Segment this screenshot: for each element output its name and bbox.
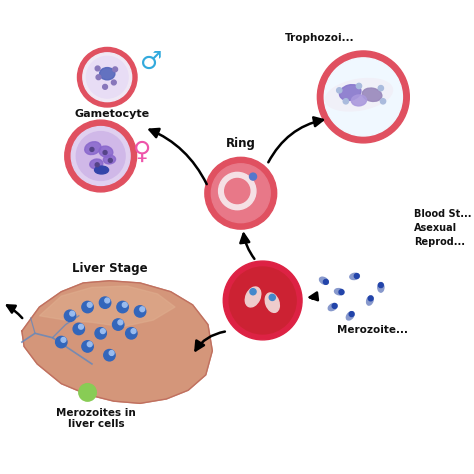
Circle shape: [103, 151, 107, 155]
Ellipse shape: [378, 283, 384, 292]
Ellipse shape: [351, 95, 366, 106]
Circle shape: [318, 51, 410, 143]
FancyArrowPatch shape: [150, 129, 207, 184]
Circle shape: [378, 283, 383, 288]
Circle shape: [368, 296, 373, 301]
Circle shape: [64, 310, 76, 321]
Circle shape: [90, 147, 94, 151]
Circle shape: [381, 99, 386, 104]
FancyArrowPatch shape: [195, 332, 225, 350]
Circle shape: [223, 261, 302, 340]
Circle shape: [104, 349, 115, 361]
Ellipse shape: [99, 146, 113, 157]
Circle shape: [109, 158, 112, 163]
Text: Liver Stage: Liver Stage: [72, 262, 147, 275]
Circle shape: [95, 328, 106, 339]
Ellipse shape: [94, 166, 109, 174]
Text: ♀: ♀: [133, 140, 151, 164]
Ellipse shape: [350, 273, 359, 280]
Circle shape: [111, 80, 116, 85]
Ellipse shape: [100, 68, 115, 80]
Text: Blood St...
Asexual
Reprod...: Blood St... Asexual Reprod...: [414, 209, 471, 247]
Circle shape: [250, 289, 256, 295]
Text: ♂: ♂: [140, 50, 162, 74]
Circle shape: [86, 56, 128, 98]
Text: Ring: Ring: [226, 137, 255, 150]
Circle shape: [349, 312, 354, 317]
Circle shape: [79, 324, 83, 329]
Circle shape: [229, 267, 296, 334]
Circle shape: [323, 280, 328, 284]
Text: Trophozoi...: Trophozoi...: [285, 33, 355, 43]
Text: Merozoites in
liver cells: Merozoites in liver cells: [56, 408, 136, 429]
Text: Gametocyte: Gametocyte: [74, 109, 149, 118]
Circle shape: [70, 311, 74, 316]
Ellipse shape: [265, 293, 279, 312]
Circle shape: [109, 351, 114, 356]
Circle shape: [140, 307, 145, 311]
Circle shape: [211, 164, 270, 223]
Circle shape: [343, 99, 348, 104]
Circle shape: [355, 273, 359, 278]
Circle shape: [378, 85, 383, 91]
Circle shape: [225, 179, 250, 204]
FancyArrowPatch shape: [310, 292, 318, 300]
Circle shape: [105, 298, 109, 303]
Polygon shape: [39, 286, 175, 327]
Circle shape: [122, 302, 127, 307]
Circle shape: [332, 303, 337, 309]
Circle shape: [117, 301, 128, 313]
Ellipse shape: [339, 85, 361, 100]
Circle shape: [324, 58, 402, 136]
Circle shape: [95, 163, 99, 167]
Ellipse shape: [319, 277, 328, 284]
Circle shape: [219, 173, 256, 210]
Ellipse shape: [328, 303, 337, 310]
Ellipse shape: [85, 142, 101, 155]
FancyArrowPatch shape: [240, 234, 255, 259]
Polygon shape: [22, 281, 212, 403]
Circle shape: [87, 342, 92, 346]
FancyArrowPatch shape: [268, 118, 323, 162]
Ellipse shape: [90, 159, 103, 169]
Circle shape: [356, 83, 362, 89]
Circle shape: [76, 132, 125, 181]
Circle shape: [82, 301, 93, 313]
Ellipse shape: [245, 287, 261, 307]
Ellipse shape: [366, 296, 373, 305]
Circle shape: [249, 173, 256, 180]
Circle shape: [79, 383, 96, 401]
Circle shape: [337, 88, 342, 93]
Text: Merozoite...: Merozoite...: [337, 325, 408, 335]
Circle shape: [100, 297, 111, 309]
Ellipse shape: [326, 79, 392, 111]
Circle shape: [87, 302, 92, 307]
Circle shape: [112, 319, 124, 330]
Circle shape: [118, 320, 123, 325]
Circle shape: [55, 337, 67, 348]
Circle shape: [126, 328, 137, 339]
Circle shape: [95, 66, 100, 71]
Ellipse shape: [362, 88, 382, 101]
Ellipse shape: [103, 155, 116, 164]
Circle shape: [339, 290, 344, 294]
Ellipse shape: [335, 289, 344, 295]
Circle shape: [71, 127, 130, 185]
Circle shape: [96, 75, 101, 80]
Circle shape: [205, 157, 277, 229]
Circle shape: [113, 67, 118, 72]
Circle shape: [61, 337, 66, 342]
Circle shape: [77, 47, 137, 107]
Circle shape: [131, 328, 136, 334]
Circle shape: [82, 341, 93, 352]
Circle shape: [103, 84, 108, 89]
Circle shape: [135, 306, 146, 317]
Circle shape: [269, 294, 275, 301]
Circle shape: [73, 323, 84, 335]
Circle shape: [65, 120, 137, 192]
Circle shape: [100, 328, 105, 334]
Ellipse shape: [346, 311, 354, 320]
Circle shape: [83, 53, 132, 101]
FancyArrowPatch shape: [7, 305, 22, 318]
